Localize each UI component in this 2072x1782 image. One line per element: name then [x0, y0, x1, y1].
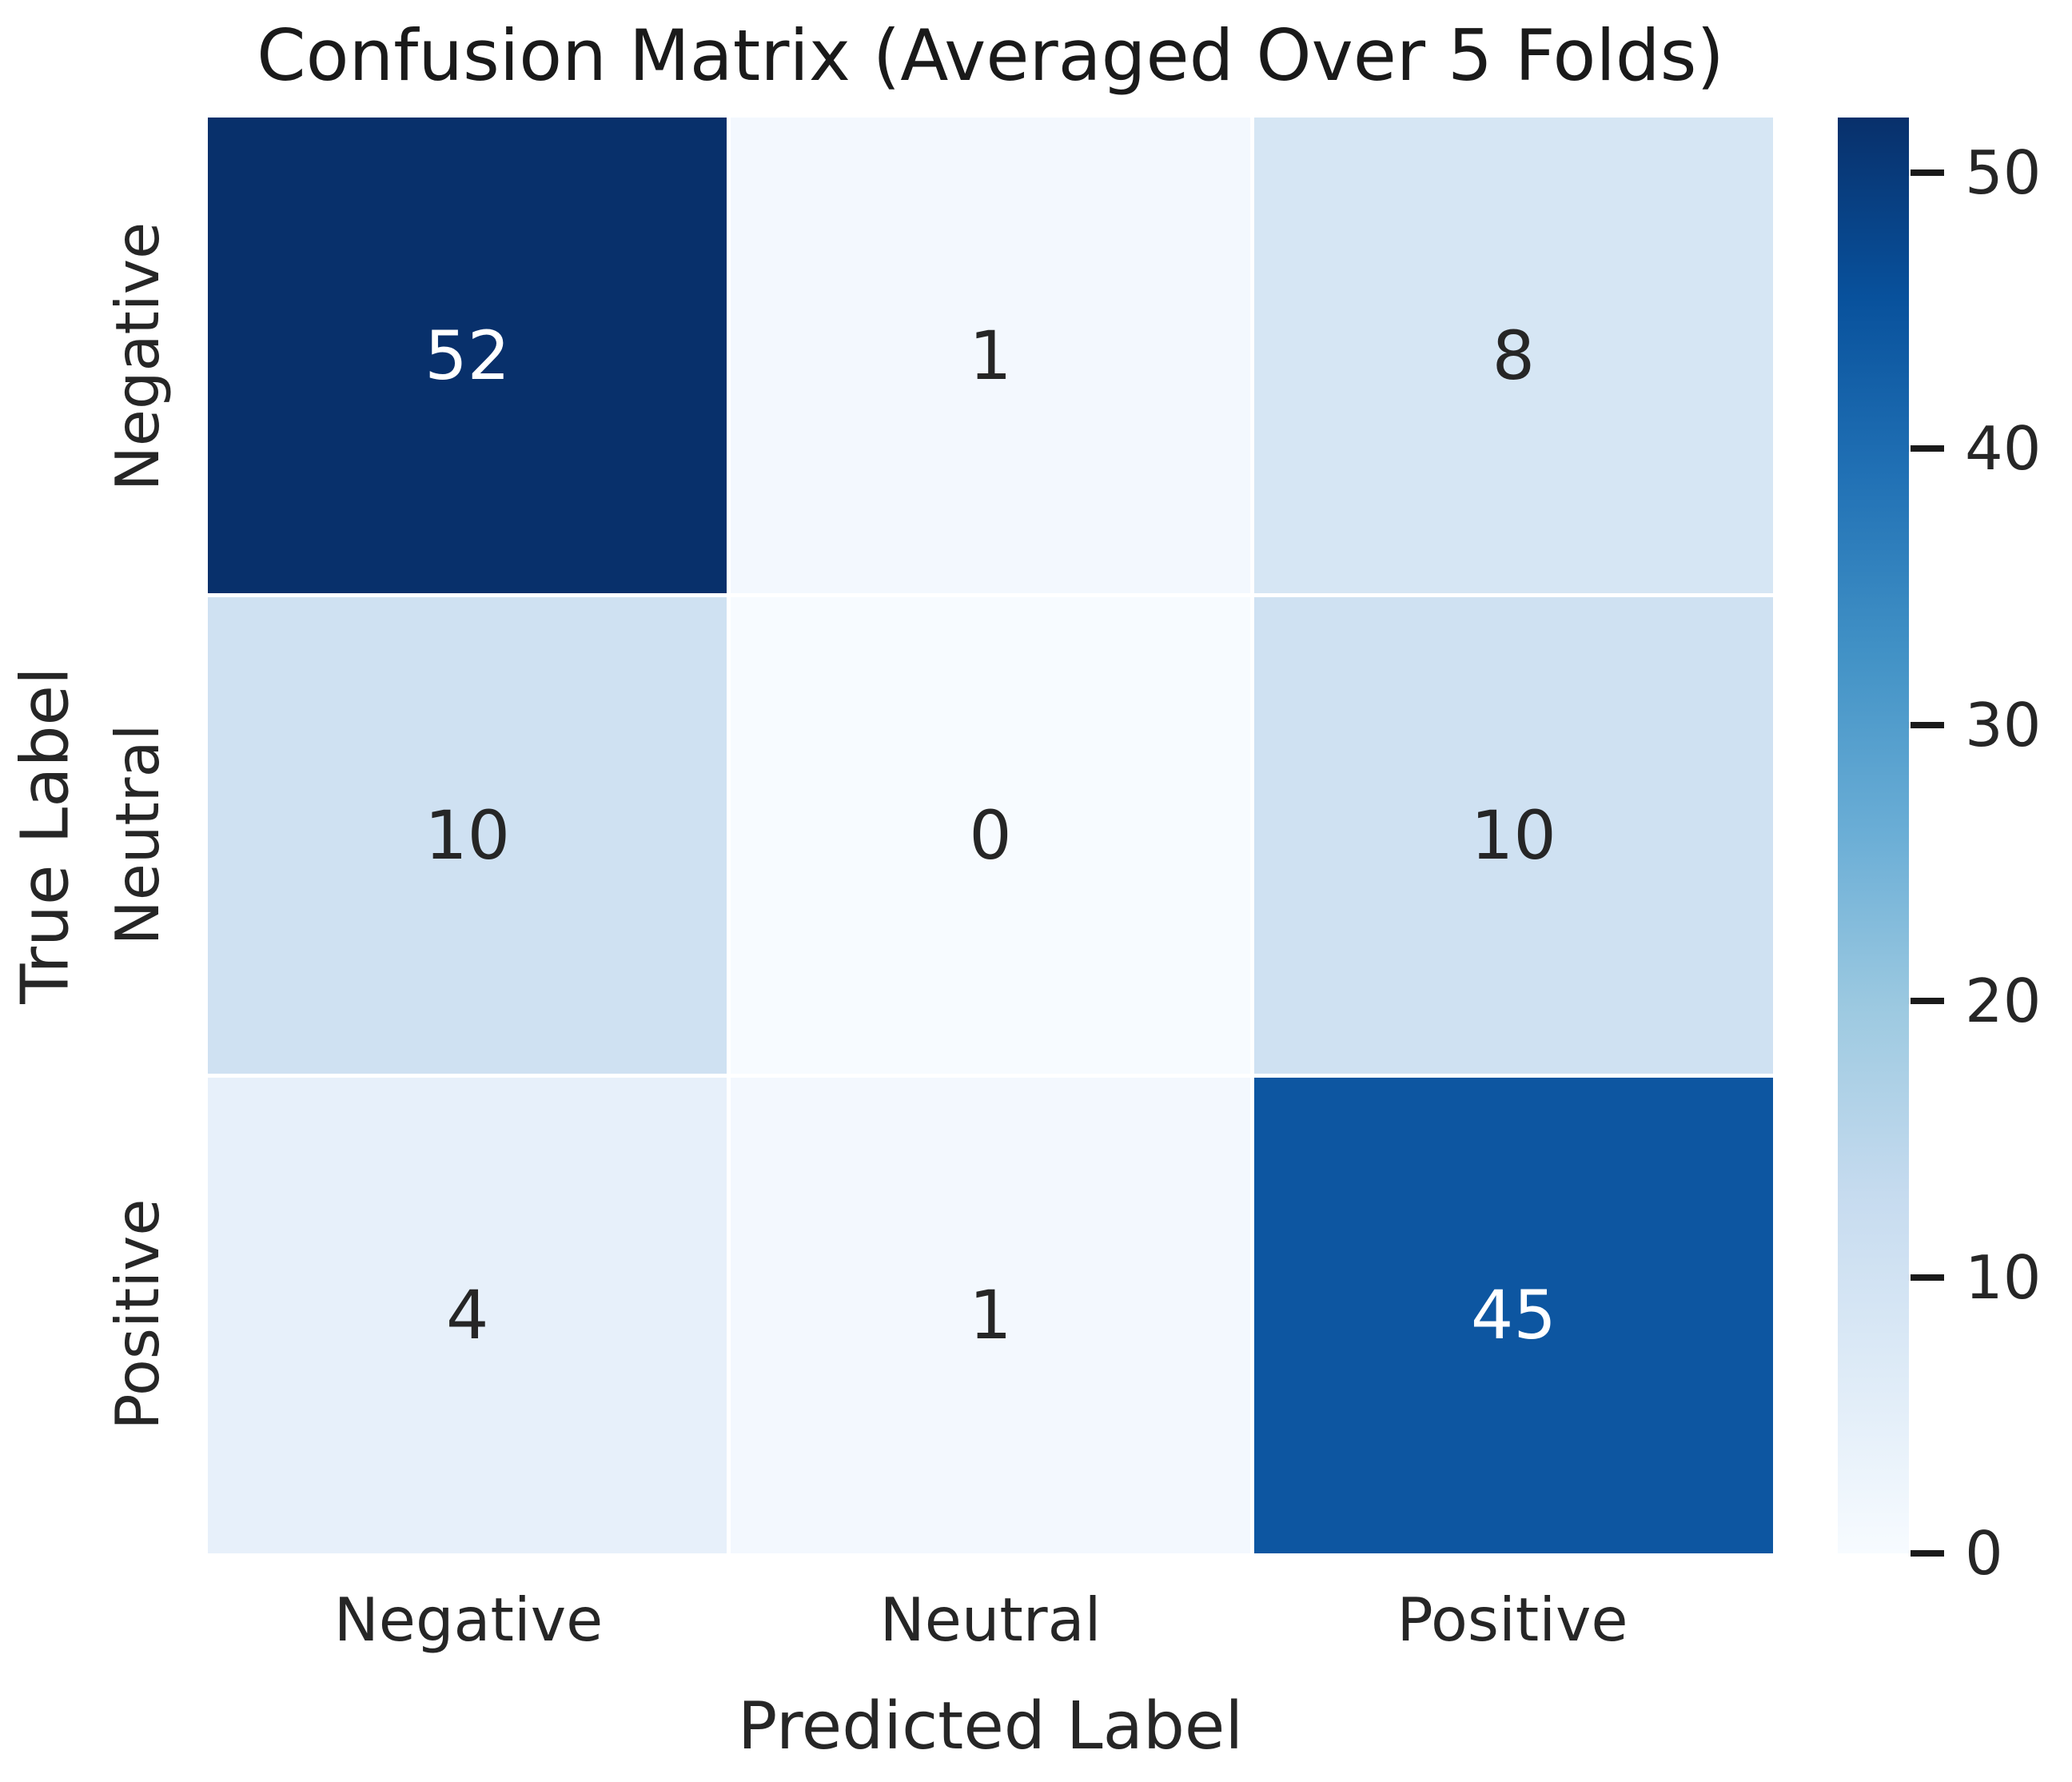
cell-value: 10: [424, 795, 511, 875]
colorbar-tick-mark-20: [1911, 998, 1944, 1005]
heatmap-cell-negative-negative: 52: [208, 118, 727, 594]
confusion-matrix-heatmap: 52 1 8 10 0 10 4 1 45: [208, 118, 1773, 1553]
y-tick-label-neutral: Neutral: [102, 724, 173, 946]
cell-value: 8: [1492, 316, 1536, 395]
heatmap-cell-negative-positive: 8: [1253, 118, 1773, 594]
colorbar-tick-label-50: 50: [1965, 138, 2042, 209]
y-axis-label: True Label: [7, 667, 84, 1004]
cell-value: 1: [969, 1276, 1012, 1355]
x-tick-label-positive: Positive: [1397, 1585, 1628, 1655]
heatmap-cell-neutral-positive: 10: [1253, 597, 1773, 1074]
heatmap-cell-positive-negative: 4: [208, 1077, 727, 1553]
heatmap-cell-neutral-neutral: 0: [731, 597, 1250, 1074]
colorbar-tick-mark-0: [1911, 1550, 1944, 1557]
cell-value: 45: [1470, 1276, 1556, 1355]
heatmap-cell-positive-neutral: 1: [731, 1077, 1250, 1553]
heatmap-cell-positive-positive: 45: [1253, 1077, 1773, 1553]
x-tick-label-neutral: Neutral: [879, 1585, 1102, 1655]
chart-title: Confusion Matrix (Averaged Over 5 Folds): [257, 14, 1724, 97]
x-tick-label-negative: Negative: [333, 1585, 604, 1655]
colorbar-tick-mark-10: [1911, 1274, 1944, 1281]
x-axis-label: Predicted Label: [737, 1688, 1244, 1764]
cell-value: 10: [1470, 795, 1556, 875]
colorbar-tick-mark-30: [1911, 721, 1944, 728]
y-tick-label-negative: Negative: [102, 221, 173, 492]
heatmap-cell-neutral-negative: 10: [208, 597, 727, 1074]
colorbar-tick-label-0: 0: [1965, 1518, 2003, 1589]
cell-value: 0: [969, 795, 1012, 875]
colorbar-tick-label-10: 10: [1965, 1242, 2042, 1313]
colorbar-tick-mark-50: [1911, 169, 1944, 177]
colorbar-tick-label-20: 20: [1965, 966, 2042, 1037]
colorbar-tick-label-30: 30: [1965, 689, 2042, 760]
y-tick-label-positive: Positive: [102, 1198, 173, 1430]
colorbar-tick-label-40: 40: [1965, 413, 2042, 484]
cell-value: 52: [424, 316, 511, 395]
heatmap-cell-negative-neutral: 1: [731, 118, 1250, 594]
colorbar: [1838, 118, 1909, 1553]
colorbar-tick-mark-40: [1911, 445, 1944, 452]
cell-value: 1: [969, 316, 1012, 395]
cell-value: 4: [445, 1276, 489, 1355]
